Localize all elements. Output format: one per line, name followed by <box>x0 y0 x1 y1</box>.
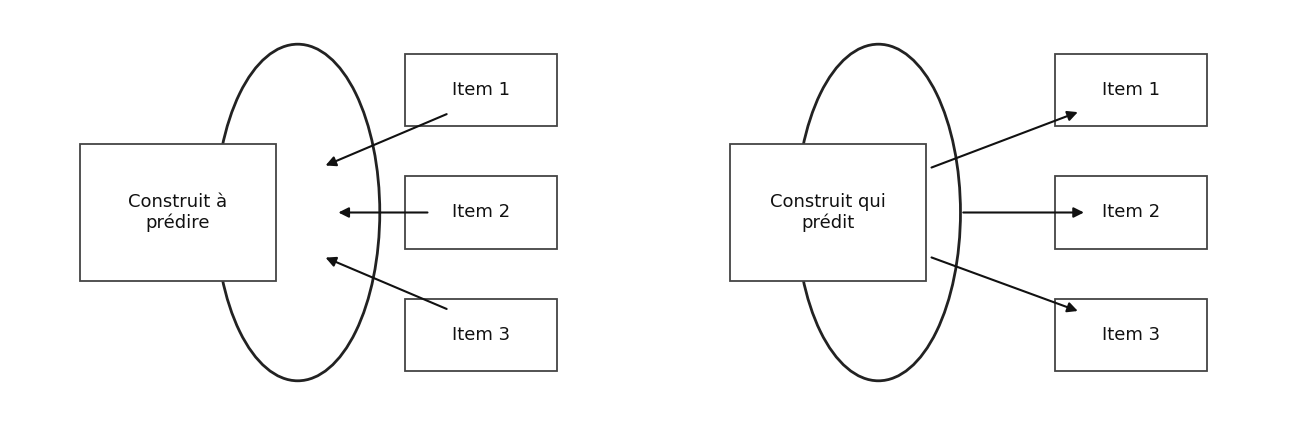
FancyBboxPatch shape <box>1055 176 1207 249</box>
Text: Item 1: Item 1 <box>452 81 510 99</box>
Text: Item 2: Item 2 <box>451 204 510 221</box>
Text: Construit à
prédire: Construit à prédire <box>129 193 227 232</box>
FancyBboxPatch shape <box>405 54 556 127</box>
FancyBboxPatch shape <box>730 144 926 281</box>
FancyBboxPatch shape <box>80 144 276 281</box>
FancyBboxPatch shape <box>1055 298 1207 371</box>
Text: Item 3: Item 3 <box>1102 326 1160 344</box>
Text: Item 1: Item 1 <box>1102 81 1160 99</box>
Text: Item 3: Item 3 <box>451 326 510 344</box>
FancyBboxPatch shape <box>405 176 556 249</box>
FancyBboxPatch shape <box>1055 54 1207 127</box>
FancyBboxPatch shape <box>405 298 556 371</box>
Text: Item 2: Item 2 <box>1102 204 1160 221</box>
Text: Construit qui
prédit: Construit qui prédit <box>771 193 886 232</box>
